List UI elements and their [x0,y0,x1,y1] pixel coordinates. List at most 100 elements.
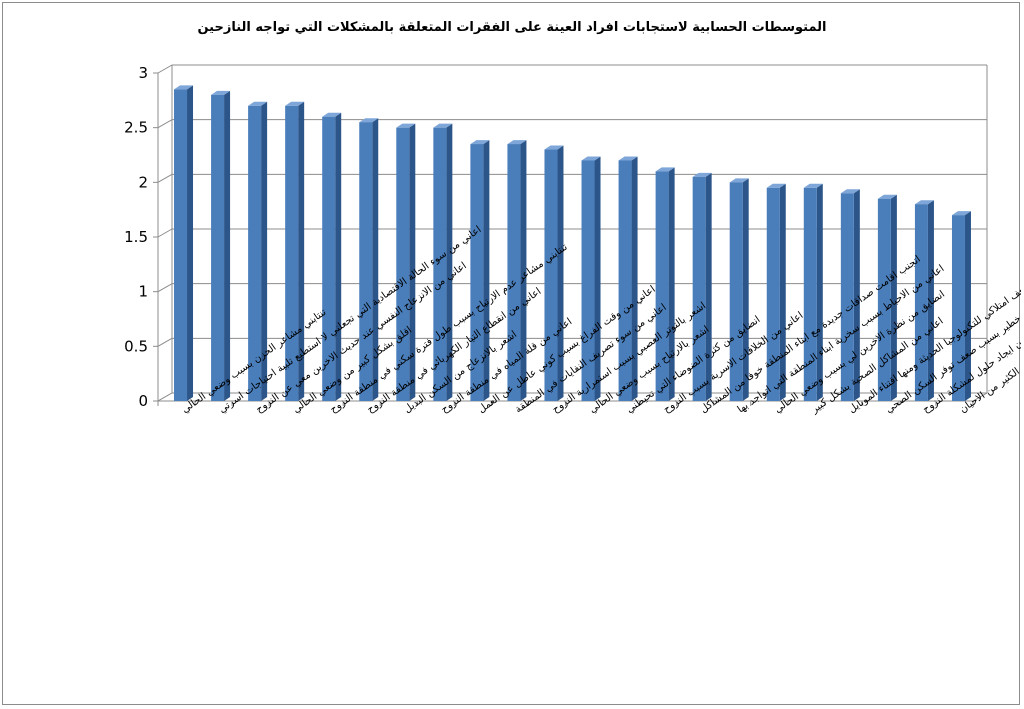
bar-side [594,156,601,401]
bar-front [359,122,373,401]
bar-side [298,101,305,402]
bar-front [655,171,669,401]
bar [507,140,527,402]
bar-top [692,172,712,177]
bar-front [618,160,632,401]
grid-diagonal [157,337,173,347]
bar-top [396,123,416,128]
bar-top [470,140,490,145]
bar-side [816,183,823,401]
bar-side [224,90,231,401]
bar-side [927,200,934,401]
bar [618,156,638,401]
chart-title: المتوسطات الحسابية لاستجابات افراد العين… [197,20,826,35]
bar-front [692,176,706,401]
bar-front [322,116,336,401]
bar [951,211,971,401]
bar-front [766,187,780,401]
bar-front [840,193,854,401]
bar-side [742,178,749,401]
bar-chart: المتوسطات الحسابية لاستجابات افراد العين… [124,20,1021,416]
bar-top [248,101,268,106]
bar [877,194,897,401]
bars [174,85,971,402]
bar [285,101,305,402]
bar-top [655,167,675,172]
bar-top [618,156,638,161]
bar-front [803,187,817,401]
bar-side [187,85,194,402]
bar-side [446,123,453,402]
bar-front [248,105,262,402]
bar-front [174,89,188,402]
bar-top [544,145,564,150]
bar-top [803,183,823,188]
bar-top [359,118,379,123]
bar-top [507,140,527,145]
bar-side [853,189,860,401]
y-tick-label: 0.5 [124,337,148,355]
y-tick-label: 1.5 [124,228,148,246]
bar-side [335,112,342,401]
bar [729,178,749,401]
bar [692,172,712,401]
bar-top [766,183,786,188]
bar-side [520,140,527,402]
y-tick-label: 2.5 [124,119,148,137]
bar-top [581,156,601,161]
bar-side [409,123,416,402]
bar-front [285,105,299,402]
bar [174,85,194,402]
y-tick-label: 1 [138,283,148,301]
bar [248,101,268,402]
grid-diagonal [157,64,173,74]
bar [840,189,860,401]
bar-top [322,112,342,117]
bar-front [470,144,484,402]
bar-front [211,94,225,401]
bar-top [433,123,453,128]
grid-diagonal [157,119,173,129]
bar-top [914,200,934,205]
bar [544,145,564,401]
grid-diagonal [157,283,173,293]
bar-front [581,160,595,401]
bar-top [285,101,305,106]
y-tick-label: 2 [138,173,148,191]
bar-side [631,156,638,401]
bar-front [433,127,447,402]
bar [470,140,490,402]
bar-side [483,140,490,402]
grid-diagonal [157,173,173,183]
y-tick-label: 0 [138,392,148,410]
bar-side [964,211,971,401]
bar-side [779,183,786,401]
bar-top [877,194,897,199]
bar-top [840,189,860,194]
bar-top [211,90,231,95]
y-tick-label: 3 [138,64,148,82]
bar [211,90,231,401]
bar-top [951,211,971,216]
bar-front [914,204,928,401]
bar-top [729,178,749,183]
bar-front [396,127,410,402]
bar [766,183,786,401]
bar-top [174,85,194,90]
bar-side [705,172,712,401]
grid-diagonal [157,228,173,238]
bar-side [668,167,675,401]
bar-side [261,101,268,402]
bar [914,200,934,401]
bar-side [372,118,379,401]
bar-front [507,144,521,402]
bar-side [557,145,564,401]
bar [322,112,342,401]
bar-front [729,182,743,401]
bar-side [890,194,897,401]
bar [359,118,379,401]
bar [433,123,453,402]
bar-front [544,149,558,401]
bar [396,123,416,402]
